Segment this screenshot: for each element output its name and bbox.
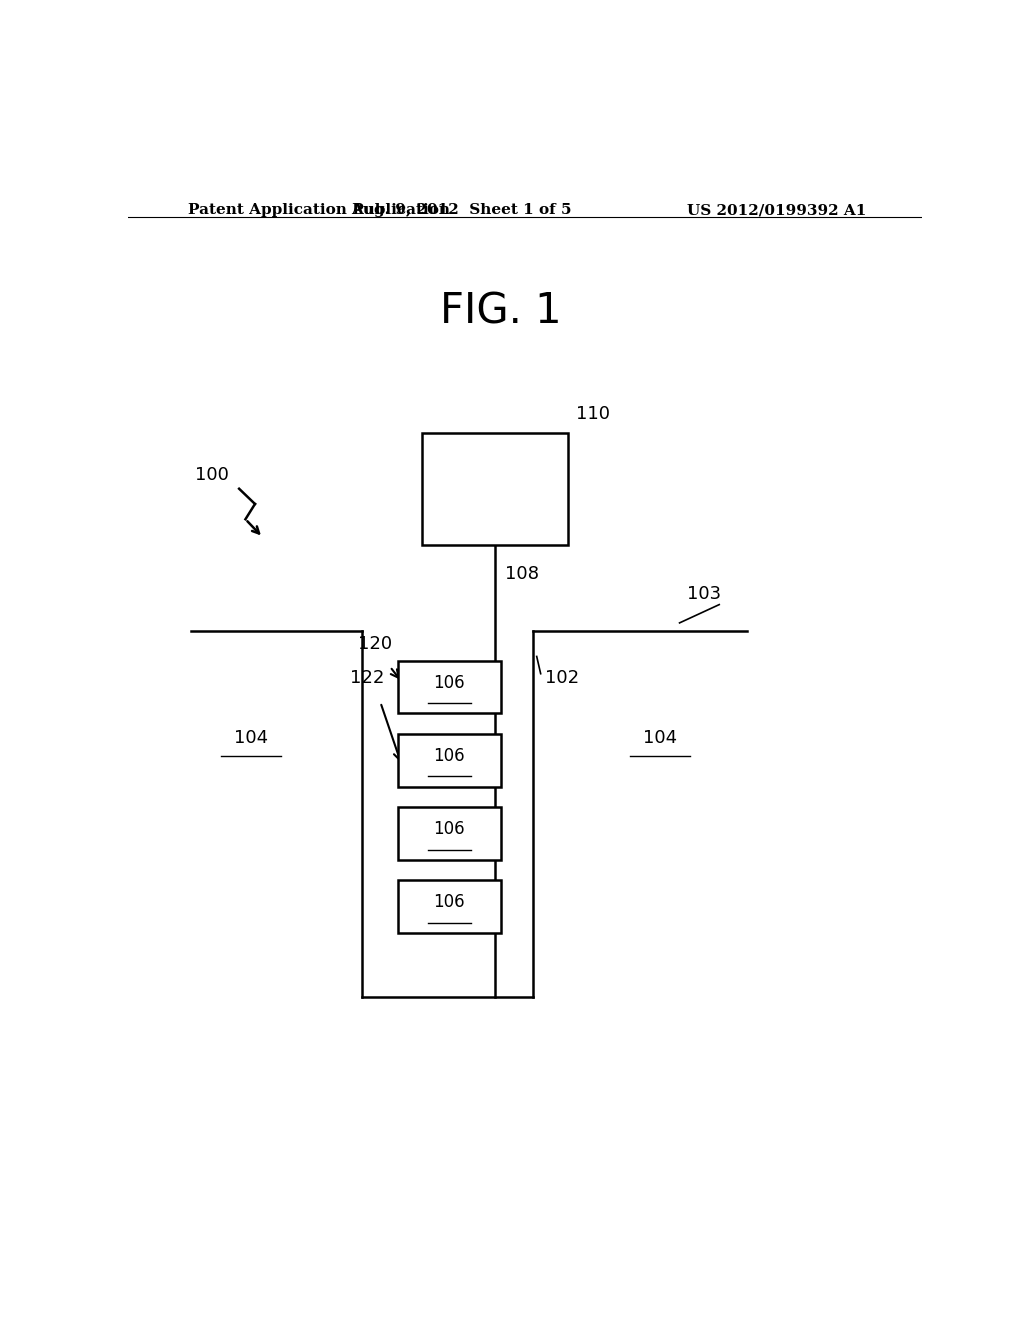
Text: 122: 122 [350,669,385,686]
Bar [397,734,501,787]
Text: 106: 106 [433,747,465,766]
Text: 102: 102 [545,669,579,686]
Text: Aug. 9, 2012  Sheet 1 of 5: Aug. 9, 2012 Sheet 1 of 5 [351,203,571,218]
Bar [422,433,568,545]
Text: 100: 100 [196,466,229,483]
Bar [397,880,501,933]
Text: 106: 106 [433,820,465,838]
Text: FIG. 1: FIG. 1 [440,290,562,333]
Text: 110: 110 [577,405,610,422]
Bar [397,807,501,859]
Text: 106: 106 [433,675,465,692]
Text: 106: 106 [433,894,465,911]
Bar [397,660,501,713]
Text: 103: 103 [687,585,722,602]
Text: 108: 108 [505,565,539,583]
Text: 104: 104 [643,729,677,747]
Text: Patent Application Publication: Patent Application Publication [187,203,450,218]
Text: 120: 120 [358,635,392,653]
Text: US 2012/0199392 A1: US 2012/0199392 A1 [687,203,866,218]
Text: 104: 104 [233,729,268,747]
